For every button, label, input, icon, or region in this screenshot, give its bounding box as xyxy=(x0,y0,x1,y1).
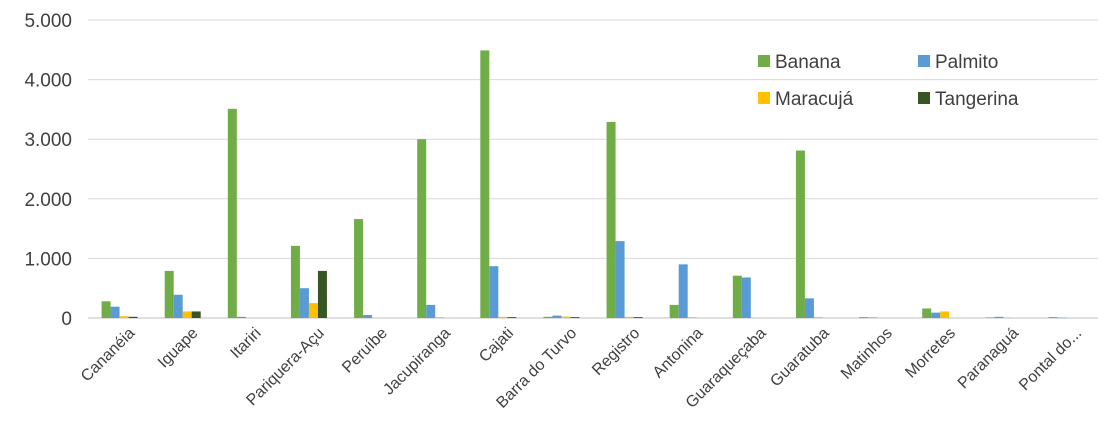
bar-palmito xyxy=(300,288,309,318)
legend-label-maracujá: Maracujá xyxy=(775,89,854,110)
bar-palmito xyxy=(742,277,751,318)
bar-palmito xyxy=(616,241,625,318)
bar-maracujá xyxy=(814,317,823,318)
bar-tangerina xyxy=(192,311,201,318)
bar-palmito xyxy=(111,307,120,318)
bar-maracujá xyxy=(120,316,129,318)
legend-label-banana: Banana xyxy=(775,52,841,73)
x-category-label: Matinhos xyxy=(838,325,896,383)
bar-palmito xyxy=(489,266,498,318)
x-category-label: Iguape xyxy=(155,325,202,372)
legend: Banana Palmito Maracujá Tangerina xyxy=(758,52,1019,110)
legend-label-tangerina: Tangerina xyxy=(935,89,1019,110)
bar-tangerina xyxy=(570,317,579,318)
bar-banana xyxy=(796,151,805,318)
x-category-label: Registro xyxy=(589,325,643,379)
x-category-label: Antonina xyxy=(650,325,707,382)
bar-banana xyxy=(922,308,931,318)
legend-swatch-banana xyxy=(758,55,770,67)
legend-swatch-maracujá xyxy=(758,92,770,104)
bar-maracujá xyxy=(435,317,444,318)
bar-tangerina xyxy=(129,317,138,318)
x-category-label: Cajati xyxy=(476,325,517,366)
bar-banana xyxy=(165,271,174,318)
y-tick-label: 1.000 xyxy=(24,249,72,270)
bar-maracujá xyxy=(561,317,570,318)
bar-banana xyxy=(228,109,237,318)
legend-swatch-tangerina xyxy=(918,92,930,104)
bar-palmito xyxy=(237,317,246,318)
x-category-label: Paranaguá xyxy=(955,325,1022,392)
y-tick-label: 4.000 xyxy=(24,71,72,92)
bar-tangerina xyxy=(634,317,643,318)
x-category-label: Pontal do... xyxy=(1016,325,1085,394)
bar-banana xyxy=(291,246,300,318)
y-tick-label: 3.000 xyxy=(24,130,72,151)
bar-banana xyxy=(733,276,742,318)
legend-label-palmito: Palmito xyxy=(935,52,998,73)
y-axis-tick-labels: 0 1.000 2.000 3.000 4.000 5.000 xyxy=(24,11,72,330)
bar-maracujá xyxy=(688,317,697,318)
bar-maracujá xyxy=(625,317,634,318)
bar-tangerina xyxy=(507,317,516,318)
x-category-label: Itariri xyxy=(227,325,264,362)
bar-banana xyxy=(354,219,363,318)
bar-banana xyxy=(607,122,616,318)
bar-palmito xyxy=(679,264,688,318)
bar-palmito xyxy=(805,298,814,318)
bar-palmito xyxy=(552,316,561,318)
legend-swatch-palmito xyxy=(918,55,930,67)
bar-banana xyxy=(1048,317,1057,318)
bar-maracujá xyxy=(498,317,507,318)
bar-palmito xyxy=(174,295,183,318)
x-category-label: Peruíbe xyxy=(339,325,391,377)
bars xyxy=(102,50,1067,318)
bar-banana xyxy=(859,317,868,318)
bar-maracujá xyxy=(183,311,192,318)
bar-maracujá xyxy=(309,303,318,318)
x-category-label: Guaratuba xyxy=(767,325,833,391)
bar-palmito xyxy=(1057,318,1066,319)
y-tick-label: 0 xyxy=(61,309,72,330)
bar-palmito xyxy=(868,317,877,318)
bar-maracujá xyxy=(940,311,949,318)
bar-banana xyxy=(417,139,426,318)
x-category-label: Cananéia xyxy=(78,325,139,386)
bar-maracujá xyxy=(1003,317,1012,318)
bar-banana xyxy=(670,305,679,318)
bar-banana xyxy=(985,317,994,318)
bar-banana xyxy=(543,317,552,318)
bar-palmito xyxy=(426,305,435,318)
y-tick-label: 2.000 xyxy=(24,190,72,211)
bar-palmito xyxy=(994,317,1003,318)
y-tick-label: 5.000 xyxy=(24,11,72,32)
x-category-label: Jacupiranga xyxy=(380,325,454,399)
bar-tangerina xyxy=(318,271,327,318)
bar-palmito xyxy=(363,315,372,318)
bar-banana xyxy=(102,301,111,318)
bar-palmito xyxy=(931,313,940,318)
x-category-label: Morretes xyxy=(902,325,959,382)
bar-banana xyxy=(480,50,489,318)
